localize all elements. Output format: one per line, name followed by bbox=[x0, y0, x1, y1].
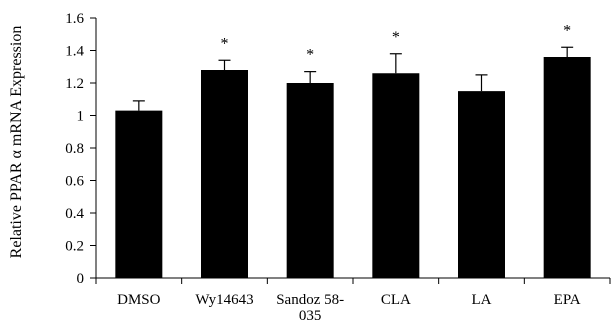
x-category-label: DMSO bbox=[117, 292, 161, 308]
x-category-label: EPA bbox=[554, 292, 581, 308]
y-tick-label: 0.2 bbox=[65, 239, 84, 255]
significance-star: * bbox=[221, 35, 229, 52]
y-tick-label: 1.6 bbox=[65, 11, 84, 27]
y-axis-label: Relative PPAR α mRNA Expression bbox=[8, 26, 25, 259]
x-category-label: LA bbox=[472, 292, 492, 308]
bar bbox=[115, 110, 163, 278]
bars: * * * * bbox=[115, 22, 591, 278]
y-tick-label: 0.4 bbox=[65, 206, 84, 222]
y-tick-label: 0 bbox=[77, 271, 85, 287]
x-category-label: CLA bbox=[381, 292, 411, 308]
bar bbox=[201, 70, 248, 278]
bar bbox=[458, 91, 505, 278]
significance-star: * bbox=[306, 47, 314, 64]
bar bbox=[372, 73, 420, 278]
x-category-label: 035 bbox=[299, 308, 322, 324]
x-axis: DMSO Wy14643 Sandoz 58-035 CLA LA EPA bbox=[95, 277, 611, 324]
bar bbox=[543, 57, 591, 278]
y-tick-label: 1.4 bbox=[65, 44, 84, 60]
y-tick-label: 0.8 bbox=[65, 141, 84, 157]
bar bbox=[286, 83, 334, 278]
significance-star: * bbox=[563, 22, 571, 39]
y-axis: 0 0.2 0.4 0.6 0.8 1 1.2 1.4 1.6 bbox=[65, 11, 97, 287]
x-category-label: Wy14643 bbox=[195, 292, 253, 308]
y-tick-label: 0.6 bbox=[65, 174, 84, 190]
y-tick-label: 1.2 bbox=[65, 76, 84, 92]
x-category-label: Sandoz 58- bbox=[276, 292, 344, 308]
significance-star: * bbox=[392, 29, 400, 46]
y-tick-label: 1 bbox=[77, 109, 85, 125]
